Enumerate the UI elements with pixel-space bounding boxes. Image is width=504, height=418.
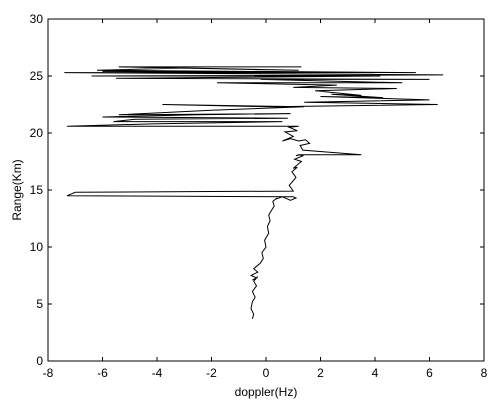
- x-axis-ticks: [47, 19, 485, 361]
- y-tick-label: 15: [30, 183, 44, 197]
- y-tick-label: 30: [30, 12, 44, 26]
- x-tick-label: 0: [263, 366, 270, 380]
- x-tick-label: 4: [372, 366, 379, 380]
- x-tick-label: 2: [317, 366, 324, 380]
- y-tick-label: 25: [30, 69, 44, 83]
- y-tick-label: 0: [36, 354, 43, 368]
- x-tick-label: -6: [97, 366, 108, 380]
- y-axis-ticks: [48, 18, 484, 362]
- y-tick-label: 5: [36, 297, 43, 311]
- series-line: [64, 66, 444, 319]
- series-layer: [64, 66, 444, 319]
- x-tick-label: -2: [206, 366, 217, 380]
- x-tick-label: 6: [426, 366, 433, 380]
- y-axis-label: Range(Km): [10, 159, 24, 220]
- x-axis-label: doppler(Hz): [235, 385, 298, 399]
- y-tick-label: 20: [30, 126, 44, 140]
- x-tick-label: 8: [481, 366, 488, 380]
- y-tick-label: 10: [30, 240, 44, 254]
- y-axis-tick-labels: 0 5 10 15 20 25 30: [30, 12, 44, 368]
- x-tick-label: -8: [43, 366, 54, 380]
- x-axis-tick-labels: -8 -6 -4 -2 0 2 4 6 8: [43, 366, 488, 380]
- x-tick-label: -4: [152, 366, 163, 380]
